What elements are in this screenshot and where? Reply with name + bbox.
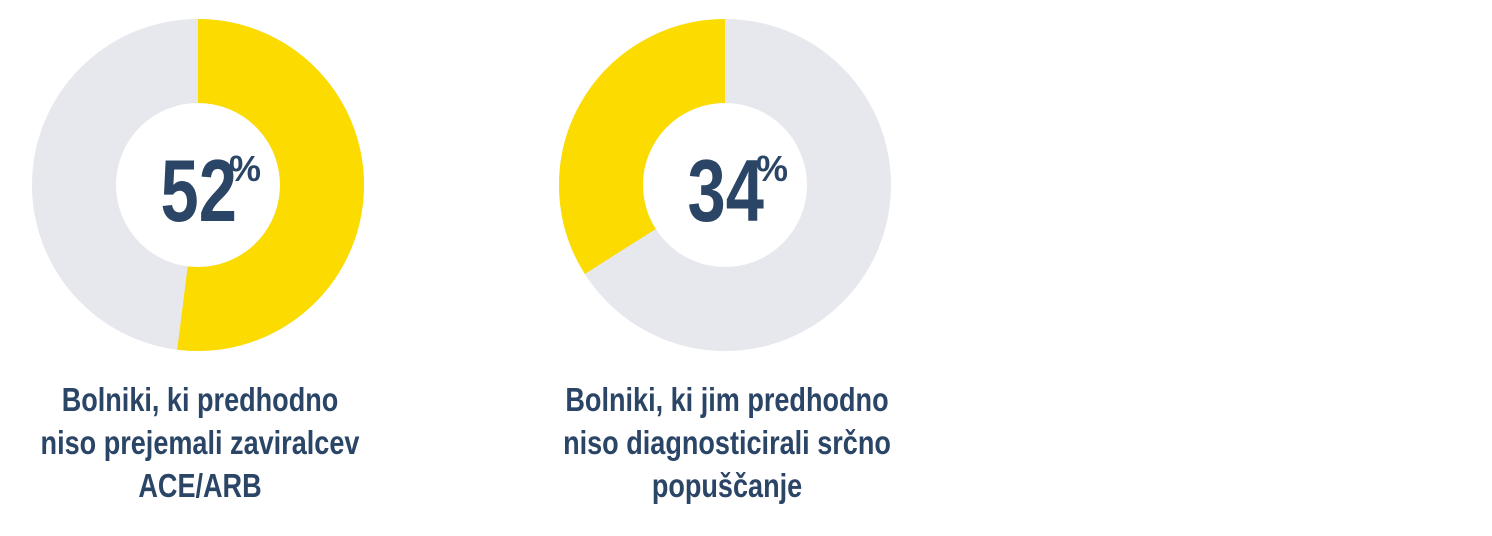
donut-2-caption: Bolniki, ki jim predhodno niso diagnosti… [527, 378, 927, 507]
donut-1-value: 52 [160, 141, 237, 240]
donut-chart-1: 52% Bolniki, ki predhodno niso prejemali… [0, 0, 400, 536]
donut-2-caption-line: Bolniki, ki jim predhodno [565, 381, 889, 418]
donut-1-unit: % [228, 148, 261, 189]
donut-2-svg [559, 19, 891, 351]
donut-1-svg [32, 19, 364, 351]
donut-2-caption-line: popuščanje [651, 467, 803, 504]
donut-1-caption: Bolniki, ki predhodno niso prejemali zav… [0, 378, 400, 507]
donut-chart-2: 34% Bolniki, ki jim predhodno niso diagn… [527, 0, 927, 536]
donut-1-slice [177, 19, 364, 351]
donut-2-caption-line: niso diagnosticirali srčno [563, 424, 891, 461]
donut-1-caption-line: ACE/ARB [138, 467, 262, 504]
donut-2-percentage: 34% [527, 140, 927, 242]
donut-2-unit: % [755, 148, 788, 189]
donut-1-caption-line: Bolniki, ki predhodno [61, 381, 339, 418]
donut-1-caption-line: niso prejemali zaviralcev [40, 424, 360, 461]
donut-2-slice [559, 19, 727, 274]
donut-1-percentage: 52% [0, 140, 400, 242]
donut-2-value: 34 [687, 141, 764, 240]
